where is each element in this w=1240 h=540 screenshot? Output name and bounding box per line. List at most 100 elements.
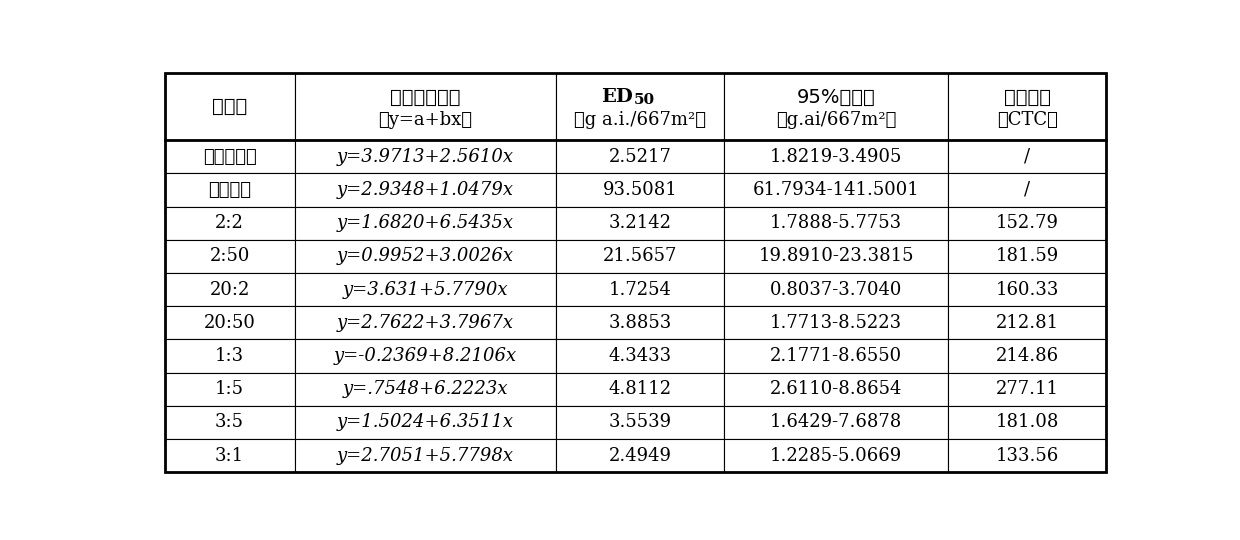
Bar [557, 273, 724, 306]
Bar [557, 306, 724, 340]
Text: 152.79: 152.79 [996, 214, 1059, 232]
Text: 除草剂: 除草剂 [212, 97, 247, 116]
Bar [295, 207, 557, 240]
Text: 3.2142: 3.2142 [609, 214, 672, 232]
Text: 277.11: 277.11 [996, 380, 1059, 399]
Text: 50: 50 [634, 93, 655, 107]
Text: 93.5081: 93.5081 [603, 181, 677, 199]
Text: 2.4949: 2.4949 [609, 447, 672, 465]
Text: 1.7713-8.5223: 1.7713-8.5223 [770, 314, 903, 332]
Bar [165, 240, 295, 273]
Text: ED: ED [600, 88, 632, 106]
Text: 3:5: 3:5 [215, 414, 244, 431]
Text: 61.7934-141.5001: 61.7934-141.5001 [753, 181, 920, 199]
Bar [724, 73, 949, 140]
Bar [295, 406, 557, 439]
Text: （g a.i./667m²）: （g a.i./667m²） [574, 111, 707, 129]
Bar [949, 373, 1106, 406]
Text: 181.08: 181.08 [996, 414, 1059, 431]
Bar [724, 406, 949, 439]
Text: y=0.9952+3.0026x: y=0.9952+3.0026x [337, 247, 515, 266]
Bar [165, 140, 295, 173]
Bar [557, 240, 724, 273]
Bar [949, 173, 1106, 207]
Bar [949, 273, 1106, 306]
Bar [295, 439, 557, 472]
Text: 2.6110-8.8654: 2.6110-8.8654 [770, 380, 903, 399]
Text: /: / [1024, 148, 1030, 166]
Text: 20:2: 20:2 [210, 281, 249, 299]
Text: y=.7548+6.2223x: y=.7548+6.2223x [342, 380, 508, 399]
Bar [165, 406, 295, 439]
Text: 1:5: 1:5 [215, 380, 244, 399]
Bar [949, 240, 1106, 273]
Bar [557, 340, 724, 373]
Bar [295, 373, 557, 406]
Bar [949, 207, 1106, 240]
Text: y=1.5024+6.3511x: y=1.5024+6.3511x [337, 414, 515, 431]
Text: （y=a+bx）: （y=a+bx） [378, 111, 472, 129]
Bar [949, 73, 1106, 140]
Text: （g.ai/667m²）: （g.ai/667m²） [776, 111, 897, 129]
Text: 2:50: 2:50 [210, 247, 249, 266]
Text: 181.59: 181.59 [996, 247, 1059, 266]
Bar [557, 173, 724, 207]
Text: /: / [1024, 181, 1030, 199]
Bar [724, 373, 949, 406]
Bar [165, 306, 295, 340]
Text: 19.8910-23.3815: 19.8910-23.3815 [759, 247, 914, 266]
Text: 2.5217: 2.5217 [609, 148, 672, 166]
Bar [165, 340, 295, 373]
Bar [949, 340, 1106, 373]
Bar [295, 140, 557, 173]
Bar [724, 439, 949, 472]
Bar [949, 140, 1106, 173]
Text: 3.5539: 3.5539 [609, 414, 672, 431]
Text: y=-0.2369+8.2106x: y=-0.2369+8.2106x [334, 347, 517, 365]
Bar [295, 306, 557, 340]
Text: 1.2285-5.0669: 1.2285-5.0669 [770, 447, 903, 465]
Bar [165, 373, 295, 406]
Text: y=3.631+5.7790x: y=3.631+5.7790x [342, 281, 508, 299]
Bar [557, 373, 724, 406]
Bar [557, 439, 724, 472]
Text: 2.1771-8.6550: 2.1771-8.6550 [770, 347, 903, 365]
Text: y=2.9348+1.0479x: y=2.9348+1.0479x [337, 181, 515, 199]
Bar [165, 439, 295, 472]
Bar [165, 73, 295, 140]
Text: y=2.7622+3.7967x: y=2.7622+3.7967x [337, 314, 515, 332]
Bar [949, 406, 1106, 439]
Bar [557, 73, 724, 140]
Text: 氰氟草酯: 氰氟草酯 [208, 181, 250, 199]
Text: 20:50: 20:50 [203, 314, 255, 332]
Text: 1:3: 1:3 [215, 347, 244, 365]
Text: 丙嗪嘧磺隆: 丙嗪嘧磺隆 [202, 148, 257, 166]
Bar [724, 273, 949, 306]
Text: 共毒系数: 共毒系数 [1004, 88, 1050, 107]
Text: y=3.9713+2.5610x: y=3.9713+2.5610x [337, 148, 515, 166]
Bar [295, 73, 557, 140]
Text: 21.5657: 21.5657 [603, 247, 677, 266]
Text: 3.8853: 3.8853 [609, 314, 672, 332]
Bar [949, 439, 1106, 472]
Bar [295, 340, 557, 373]
Bar [295, 240, 557, 273]
Text: 4.8112: 4.8112 [609, 380, 672, 399]
Text: 1.7888-5.7753: 1.7888-5.7753 [770, 214, 903, 232]
Text: 4.3433: 4.3433 [609, 347, 672, 365]
Text: 毒力回归方程: 毒力回归方程 [391, 88, 461, 107]
Text: 3:1: 3:1 [215, 447, 244, 465]
Bar [165, 207, 295, 240]
Text: （CTC）: （CTC） [997, 111, 1058, 129]
Bar [724, 306, 949, 340]
Text: 1.7254: 1.7254 [609, 281, 672, 299]
Bar [295, 173, 557, 207]
Text: 160.33: 160.33 [996, 281, 1059, 299]
Text: y=1.6820+6.5435x: y=1.6820+6.5435x [337, 214, 515, 232]
Text: 1.8219-3.4905: 1.8219-3.4905 [770, 148, 903, 166]
Bar [557, 140, 724, 173]
Text: 133.56: 133.56 [996, 447, 1059, 465]
Bar [557, 406, 724, 439]
Text: 212.81: 212.81 [996, 314, 1059, 332]
Bar [295, 273, 557, 306]
